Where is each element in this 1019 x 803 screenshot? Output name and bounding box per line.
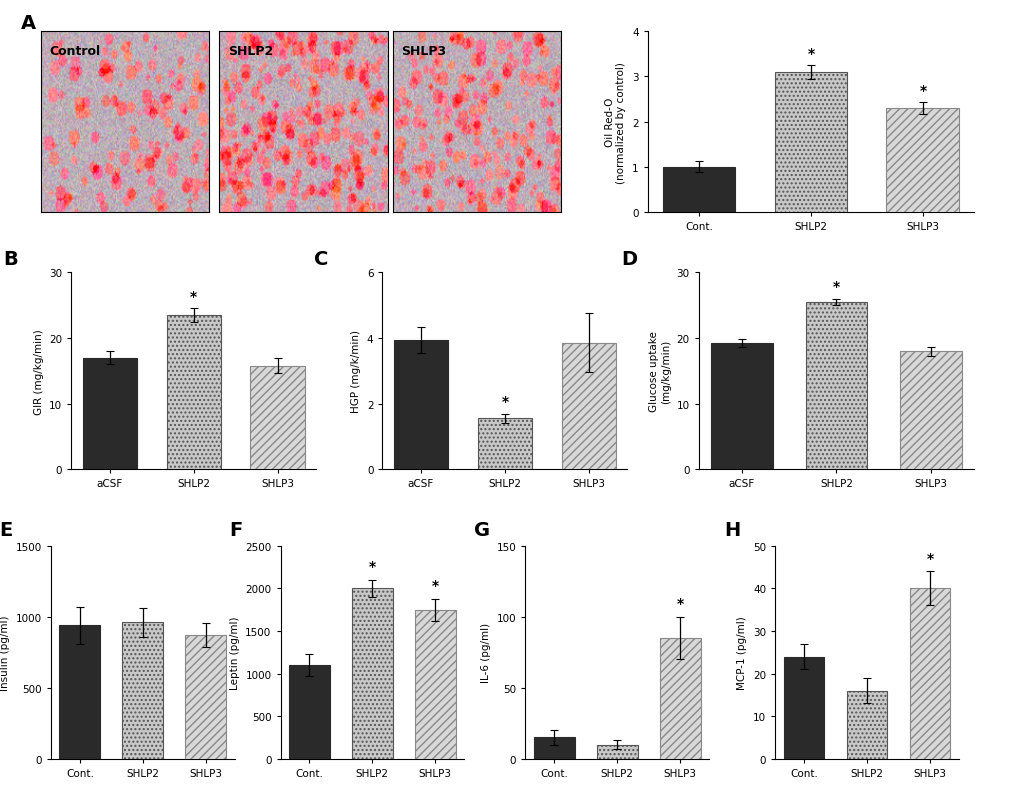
Bar (352, 589, 392, 759)
Text: H: H (723, 520, 740, 540)
Bar (185, 635, 226, 759)
Y-axis label: GIR (mg/kg/min): GIR (mg/kg/min) (34, 328, 44, 414)
Y-axis label: Oil Red-O
(normalized by control): Oil Red-O (normalized by control) (604, 62, 626, 183)
Bar (251, 366, 305, 470)
Text: *: * (191, 289, 197, 304)
Bar (83, 358, 137, 470)
Y-axis label: HGP (mg/k/min): HGP (mg/k/min) (351, 330, 361, 413)
Bar (846, 691, 887, 759)
Text: F: F (229, 520, 243, 540)
Y-axis label: Leptin (pg/ml): Leptin (pg/ml) (229, 616, 239, 689)
Y-axis label: IL-6 (pg/ml): IL-6 (pg/ml) (481, 622, 490, 683)
Bar (561, 344, 615, 470)
Bar (659, 638, 700, 759)
Bar (886, 109, 958, 213)
Bar (288, 665, 329, 759)
Bar (122, 622, 163, 759)
Text: Control: Control (49, 45, 100, 58)
Bar (533, 737, 574, 759)
Text: D: D (621, 250, 637, 268)
Bar (415, 610, 455, 759)
Bar (805, 303, 866, 470)
Text: *: * (431, 578, 438, 593)
Text: B: B (3, 250, 17, 268)
Text: *: * (369, 560, 375, 573)
Text: A: A (20, 14, 36, 33)
Text: *: * (918, 84, 925, 98)
Bar (166, 316, 221, 470)
Y-axis label: MCP-1 (pg/ml): MCP-1 (pg/ml) (737, 616, 747, 689)
Bar (773, 73, 847, 213)
Text: *: * (807, 47, 813, 60)
Bar (662, 168, 735, 213)
Text: SHLP3: SHLP3 (400, 45, 445, 58)
Text: *: * (501, 394, 507, 408)
Y-axis label: Insulin (pg/ml): Insulin (pg/ml) (0, 615, 10, 690)
Bar (477, 419, 532, 470)
Bar (59, 626, 100, 759)
Text: C: C (314, 250, 328, 268)
Text: *: * (676, 597, 683, 610)
Text: G: G (474, 520, 489, 540)
Bar (393, 340, 447, 470)
Bar (909, 589, 950, 759)
Bar (783, 657, 823, 759)
Text: SHLP2: SHLP2 (227, 45, 273, 58)
Bar (710, 344, 771, 470)
Bar (900, 352, 961, 470)
Text: *: * (833, 279, 839, 293)
Text: *: * (925, 551, 932, 565)
Text: E: E (0, 520, 13, 540)
Y-axis label: Glucose uptake
(mg/kg/min): Glucose uptake (mg/kg/min) (649, 331, 671, 412)
Bar (596, 744, 637, 759)
